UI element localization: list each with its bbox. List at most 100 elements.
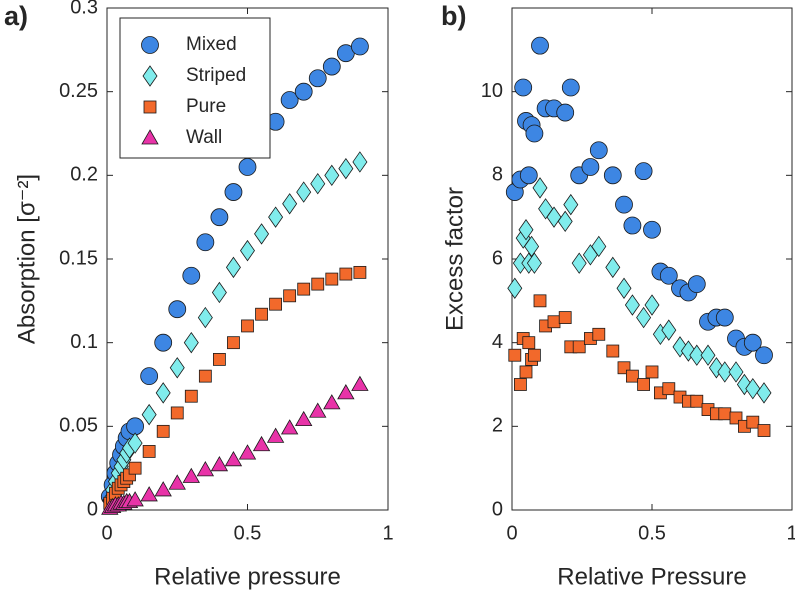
y-tick-label: 0.25 bbox=[59, 80, 98, 102]
marker-square bbox=[757, 424, 771, 437]
marker-diamond bbox=[127, 432, 143, 454]
x-tick-label: 0.5 bbox=[638, 522, 666, 544]
marker-square bbox=[606, 344, 620, 358]
legend-label: Pure bbox=[186, 96, 226, 117]
y-tick-label: 0.1 bbox=[70, 331, 98, 353]
marker-square bbox=[533, 294, 547, 308]
marker-triangle bbox=[210, 456, 229, 472]
marker-square bbox=[626, 369, 639, 383]
legend-label: Striped bbox=[186, 65, 246, 86]
plot-area bbox=[511, 7, 793, 511]
marker-square bbox=[547, 315, 561, 329]
marker-triangle bbox=[238, 444, 257, 460]
marker-square bbox=[143, 100, 157, 114]
x-tick-label: 1 bbox=[382, 522, 393, 544]
marker-circle bbox=[634, 162, 653, 181]
marker-diamond bbox=[616, 277, 632, 299]
x-axis-label: Relative pressure bbox=[154, 563, 341, 590]
marker-triangle bbox=[252, 435, 271, 452]
marker-diamond bbox=[571, 252, 587, 274]
x-tick-label: 0 bbox=[506, 522, 517, 544]
marker-circle bbox=[238, 158, 257, 176]
marker-square bbox=[572, 340, 586, 354]
marker-triangle bbox=[154, 481, 172, 497]
series bbox=[103, 265, 367, 510]
marker-diamond bbox=[563, 193, 579, 216]
marker-square bbox=[283, 289, 297, 303]
marker-square bbox=[353, 265, 367, 279]
marker-square bbox=[311, 277, 325, 291]
y-tick-label: 0.3 bbox=[70, 0, 98, 18]
y-tick-label: 8 bbox=[492, 164, 503, 186]
y-tick-label: 6 bbox=[492, 247, 503, 269]
series bbox=[505, 36, 773, 365]
marker-diamond bbox=[526, 252, 542, 274]
marker-triangle bbox=[140, 486, 158, 502]
marker-diamond bbox=[254, 223, 270, 245]
marker-diamond bbox=[532, 177, 548, 199]
marker-diamond bbox=[338, 157, 354, 180]
marker-circle bbox=[210, 208, 229, 227]
marker-circle bbox=[659, 266, 678, 285]
marker-circle bbox=[224, 183, 243, 201]
series bbox=[508, 294, 771, 437]
marker-diamond bbox=[524, 235, 540, 258]
marker-circle bbox=[168, 300, 187, 319]
y-tick-label: 0 bbox=[492, 498, 503, 520]
marker-square bbox=[241, 319, 254, 333]
marker-circle bbox=[603, 166, 622, 185]
marker-triangle bbox=[280, 419, 299, 435]
x-axis-label: Relative Pressure bbox=[557, 563, 746, 590]
marker-circle bbox=[643, 220, 661, 239]
marker-square bbox=[645, 365, 659, 379]
marker-triangle bbox=[182, 467, 200, 483]
marker-diamond bbox=[636, 306, 652, 329]
marker-square bbox=[662, 382, 676, 396]
marker-diamond bbox=[507, 277, 523, 299]
marker-circle bbox=[280, 91, 299, 109]
marker-diamond bbox=[605, 256, 621, 279]
marker-diamond bbox=[352, 151, 368, 173]
y-tick-label: 0.2 bbox=[70, 164, 98, 186]
marker-square bbox=[170, 406, 184, 420]
legend-label: Mixed bbox=[186, 34, 237, 55]
marker-circle bbox=[126, 417, 145, 436]
marker-circle bbox=[294, 82, 313, 101]
marker-diamond bbox=[211, 281, 227, 304]
marker-triangle bbox=[168, 474, 186, 490]
marker-circle bbox=[589, 141, 608, 160]
marker-circle bbox=[581, 158, 600, 176]
legend-label: Wall bbox=[186, 127, 222, 148]
marker-diamond bbox=[142, 65, 158, 87]
marker-square bbox=[522, 336, 536, 350]
marker-square bbox=[746, 415, 760, 429]
marker-circle bbox=[350, 37, 369, 56]
marker-square bbox=[198, 369, 212, 383]
marker-diamond bbox=[225, 256, 241, 279]
marker-diamond bbox=[155, 382, 171, 404]
marker-circle bbox=[519, 166, 538, 185]
marker-circle bbox=[755, 346, 773, 365]
y-tick-label: 2 bbox=[492, 415, 503, 437]
marker-diamond bbox=[183, 331, 199, 354]
marker-circle bbox=[141, 36, 159, 54]
marker-square bbox=[514, 378, 527, 391]
marker-square bbox=[519, 365, 533, 379]
marker-circle bbox=[687, 275, 706, 294]
marker-circle bbox=[556, 103, 575, 122]
y-tick-label: 10 bbox=[481, 80, 503, 102]
marker-diamond bbox=[624, 294, 640, 316]
marker-diamond bbox=[518, 219, 534, 241]
marker-triangle bbox=[141, 129, 159, 145]
marker-diamond bbox=[661, 319, 677, 341]
marker-diamond bbox=[197, 306, 213, 329]
marker-diamond bbox=[310, 173, 326, 195]
marker-square bbox=[528, 348, 541, 362]
marker-triangle bbox=[337, 384, 355, 400]
marker-square bbox=[269, 297, 283, 311]
x-tick-label: 1 bbox=[786, 522, 795, 544]
marker-circle bbox=[196, 233, 215, 252]
marker-circle bbox=[715, 308, 734, 327]
marker-triangle bbox=[323, 394, 341, 410]
